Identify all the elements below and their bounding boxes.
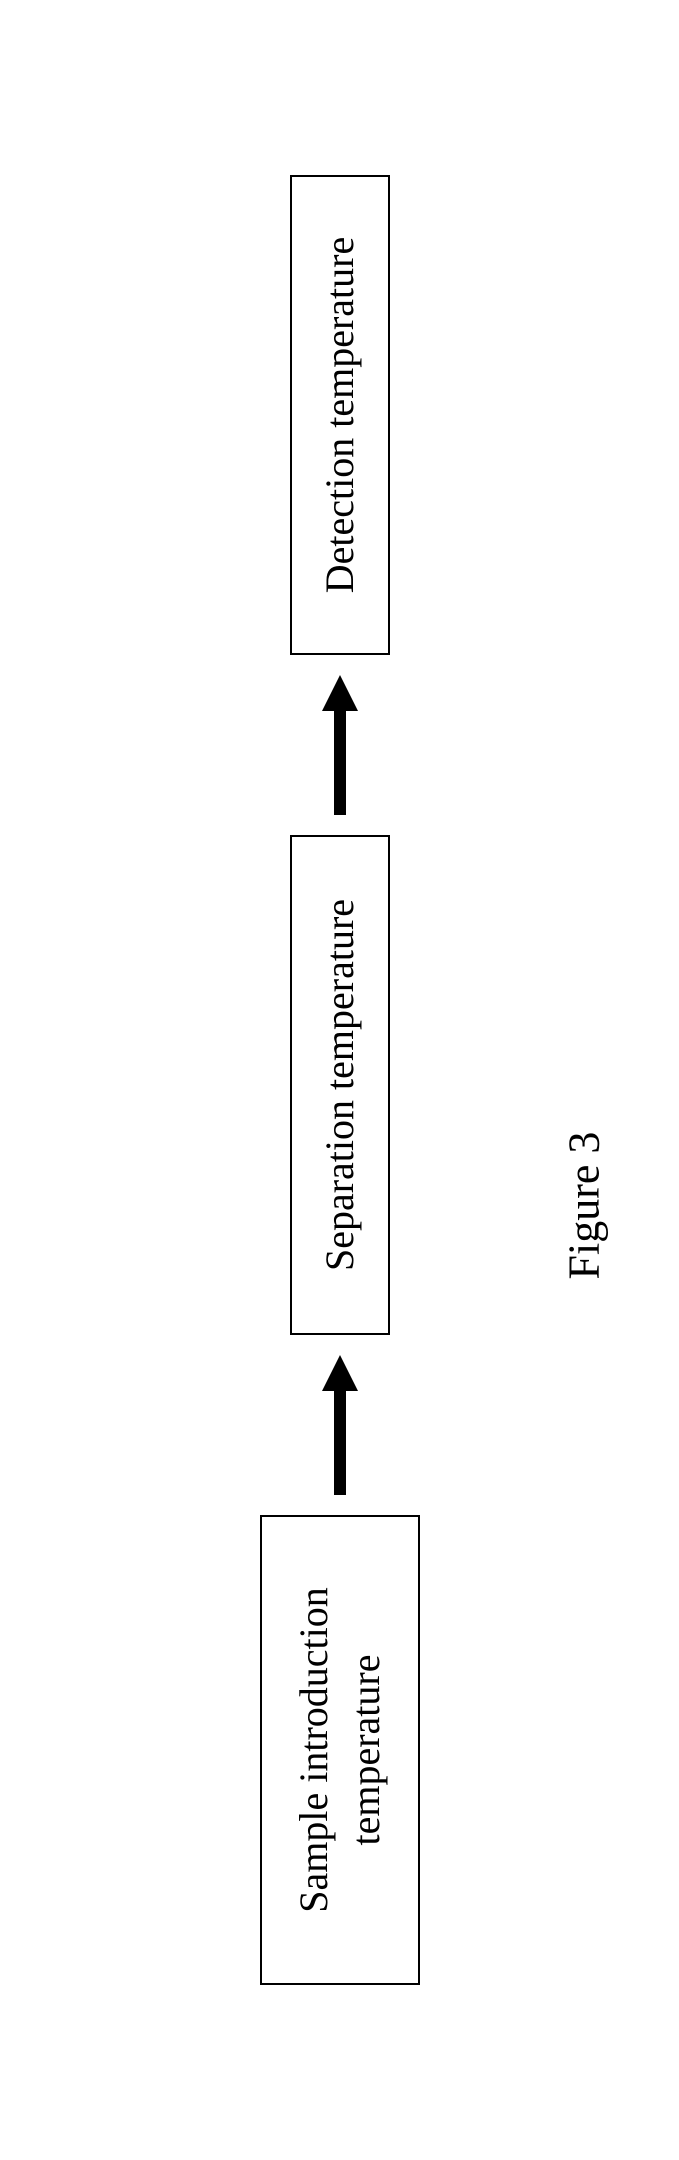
node-text-line: Sample introduction	[288, 1587, 340, 1913]
flowchart: Sample introduction temperature Separati…	[260, 175, 420, 1985]
edge-arrow	[320, 1335, 360, 1515]
node-sample-introduction: Sample introduction temperature	[260, 1515, 420, 1985]
node-separation: Separation temperature	[290, 835, 390, 1335]
node-detection: Detection temperature	[290, 175, 390, 655]
node-text-line: Separation temperature	[314, 899, 366, 1271]
arrow-right-icon	[320, 1355, 360, 1495]
figure-caption: Figure 3	[558, 1132, 609, 1280]
node-text-line: Detection temperature	[314, 237, 366, 593]
arrow-right-icon	[320, 675, 360, 815]
edge-arrow	[320, 655, 360, 835]
node-text-line: temperature	[340, 1655, 392, 1846]
